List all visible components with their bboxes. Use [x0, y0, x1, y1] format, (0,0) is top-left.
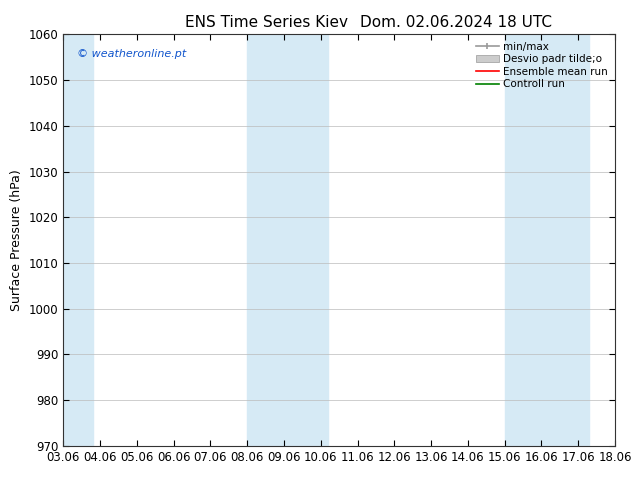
Text: Dom. 02.06.2024 18 UTC: Dom. 02.06.2024 18 UTC — [361, 15, 552, 30]
Text: © weatheronline.pt: © weatheronline.pt — [77, 49, 186, 59]
Bar — [247, 34, 328, 446]
Y-axis label: Surface Pressure (hPa): Surface Pressure (hPa) — [10, 169, 23, 311]
Bar — [505, 34, 589, 446]
Bar — [63, 34, 93, 446]
Legend: min/max, Desvio padr tilde;o, Ensemble mean run, Controll run: min/max, Desvio padr tilde;o, Ensemble m… — [474, 40, 610, 92]
Text: ENS Time Series Kiev: ENS Time Series Kiev — [184, 15, 348, 30]
